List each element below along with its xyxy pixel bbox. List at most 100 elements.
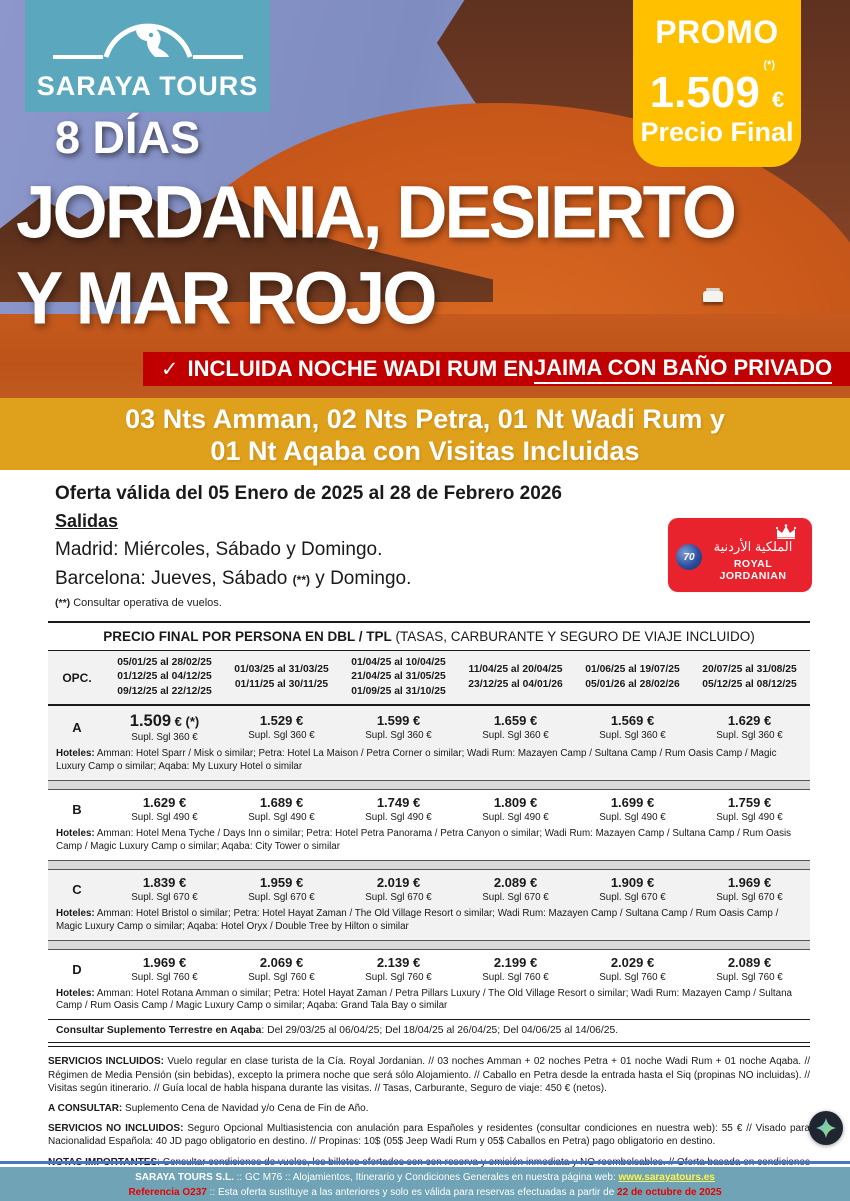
hero-banner: SARAYA TOURS PROMO (*) 1.509 € Precio Fi… [0, 0, 850, 398]
nights-line2: 01 Nt Aqaba con Visitas Incluidas [210, 436, 640, 466]
date-column-5: 01/06/25 al 19/07/25 05/01/26 al 28/02/2… [585, 664, 680, 690]
price-row-A: A 1.509 € (*) Supl. Sgl 360 € 1.529 € Sup… [48, 706, 810, 747]
table-rule [48, 1046, 810, 1048]
price-row-C: C 1.839 € Supl. Sgl 670 € 1.959 € Supl. Sg… [48, 870, 810, 907]
table-rule [48, 1042, 810, 1044]
servicios-no-incluidos: SERVICIOS NO INCLUIDOS: Seguro Opcional … [48, 1123, 810, 1148]
price-cell: 1.659 € Supl. Sgl 360 € [482, 713, 549, 742]
offer-details: Oferta válida del 05 Enero de 2025 al 28… [0, 470, 850, 609]
ribbon-text: INCLUIDA NOCHE WADI RUM EN [187, 356, 534, 381]
price-cell: 1.569 € Supl. Sgl 360 € [599, 713, 666, 742]
flight-footnote: (**) Consultar operativa de vuelos. [55, 597, 222, 609]
date-column-2: 01/03/25 al 31/03/25 01/11/25 al 30/11/2… [234, 664, 329, 690]
price-cell: 2.139 € Supl. Sgl 760 € [365, 954, 432, 983]
date-column-4: 11/04/25 al 20/04/25 23/12/25 al 04/01/2… [468, 664, 563, 690]
crown-icon [775, 524, 797, 539]
price-cell: 2.019 € Supl. Sgl 670 € [365, 874, 432, 903]
price-cell: 2.029 € Supl. Sgl 760 € [599, 954, 666, 983]
price-group-D: D 1.969 € Supl. Sgl 760 € 2.069 € Supl. Sg… [48, 950, 810, 1020]
promo-label: PROMO [655, 14, 779, 50]
check-icon: ✓ [160, 357, 179, 381]
price-cell: 1.959 € Supl. Sgl 670 € [248, 874, 315, 903]
promo-price: 1.509 € [649, 68, 785, 117]
brand-name: SARAYA TOURS [36, 71, 259, 101]
opc-C: C [72, 881, 82, 897]
a-consultar: A CONSULTAR: Suplemento Cena de Navidad … [48, 1102, 369, 1114]
footer-line1: SARAYA TOURS S.L. :: GC M76 :: Alojamien… [135, 1172, 715, 1183]
opc-D: D [72, 961, 82, 977]
price-cell: 1.629 € Supl. Sgl 490 € [131, 795, 198, 823]
price-cell: 1.839 € Supl. Sgl 670 € [131, 874, 198, 903]
opc-B: B [72, 802, 82, 817]
price-cell: 1.699 € Supl. Sgl 490 € [599, 795, 666, 823]
price-cell: 1.809 € Supl. Sgl 490 € [482, 795, 549, 823]
airline-name: ROYAL JORDANIAN [719, 558, 787, 582]
brand-logo-box: SARAYA TOURS [25, 0, 270, 112]
price-row-B: B 1.629 € Supl. Sgl 490 € 1.689 € Supl. Sg… [48, 790, 810, 827]
airline-anniversary-badge: 70 [676, 544, 702, 570]
included-night-ribbon: ✓ INCLUIDA NOCHE WADI RUM EN JAIMA CON B… [143, 352, 850, 386]
hotels-D: Hoteles: Amman: Hotel Rotana Amman o sim… [56, 987, 792, 1012]
date-column-3: 01/04/25 al 10/04/25 21/04/25 al 31/05/2… [351, 657, 446, 697]
price-table-title: PRECIO FINAL POR PERSONA EN DBL / TPL (T… [48, 621, 810, 651]
promo-price-box: PROMO (*) 1.509 € Precio Final [633, 0, 801, 167]
price-group-A: A 1.509 € (*) Supl. Sgl 360 € 1.529 € Sup… [48, 706, 810, 781]
offer-validity: Oferta válida del 05 Enero de 2025 al 28… [55, 483, 562, 504]
departure-barcelona: Barcelona: Jueves, Sábado (**) y Domingo… [55, 568, 412, 589]
valid-from-date: 22 de octubre de 2025 [617, 1187, 722, 1198]
price-cell: 1.909 € Supl. Sgl 670 € [599, 874, 666, 903]
price-cell: 1.749 € Supl. Sgl 490 € [365, 795, 432, 823]
trip-duration: 8 DÍAS [55, 112, 201, 163]
price-cell: 1.689 € Supl. Sgl 490 € [248, 795, 315, 823]
footer-divider [0, 1161, 850, 1164]
promo-sublabel: Precio Final [640, 117, 794, 147]
star-icon [816, 1118, 836, 1138]
falcon-arc-icon [52, 23, 243, 59]
price-cell: 1.629 € Supl. Sgl 360 € [716, 713, 783, 742]
destination-title-line2: Y MAR ROJO [16, 258, 437, 341]
price-cell: 1.759 € Supl. Sgl 490 € [716, 795, 783, 823]
price-cell: 2.069 € Supl. Sgl 760 € [248, 954, 315, 983]
hotels-C: Hoteles: Amman: Hotel Bristol o similar;… [56, 907, 779, 932]
price-cell: 1.969 € Supl. Sgl 760 € [131, 954, 198, 983]
table-rule [48, 1019, 810, 1021]
destination-title-line1: JORDANIA, DESIERTO [16, 172, 737, 255]
price-cell: 1.969 € Supl. Sgl 670 € [716, 874, 783, 903]
group-separator [48, 780, 810, 791]
price-cell: 1.529 € Supl. Sgl 360 € [248, 713, 315, 742]
hotels-B: Hoteles: Amman: Hotel Mena Tyche / Days … [56, 827, 792, 852]
price-cell: 2.089 € Supl. Sgl 670 € [482, 874, 549, 903]
reference-code: Referencia O237 [128, 1187, 207, 1198]
nights-line1: 03 Nts Amman, 02 Nts Petra, 01 Nt Wadi R… [125, 404, 725, 434]
departures-heading: Salidas [55, 511, 119, 531]
nights-summary-band: 03 Nts Amman, 02 Nts Petra, 01 Nt Wadi R… [0, 398, 850, 470]
price-cell: 1.509 € (*) Supl. Sgl 360 € [129, 712, 200, 744]
aqaba-supplement-note: Consultar Suplemento Terrestre en Aqaba:… [56, 1025, 619, 1037]
price-table-header-row: OPC. 05/01/25 al 28/02/25 01/12/25 al 04… [48, 651, 810, 707]
floating-widget-button[interactable] [809, 1111, 843, 1145]
airline-arabic-name: الملكية الأردنية [713, 539, 793, 554]
jeep-photo [703, 288, 723, 302]
opc-column-header: OPC. [62, 670, 92, 685]
royal-jordanian-logo: 70 الملكية الأردنية ROYAL JORDANIAN [668, 518, 812, 592]
price-group-B: B 1.629 € Supl. Sgl 490 € 1.689 € Supl. Sg… [48, 790, 810, 860]
website-link[interactable]: www.sarayatours.es [618, 1172, 715, 1183]
group-separator [48, 859, 810, 870]
footer-line2: Referencia O237 :: Esta oferta sustituye… [128, 1187, 722, 1198]
date-column-1: 05/01/25 al 28/02/25 01/12/25 al 04/12/2… [117, 657, 212, 697]
promo-asterisk: (*) [763, 59, 775, 71]
hotels-A: Hoteles: Amman: Hotel Sparr / Misk o sim… [56, 748, 777, 773]
price-table: PRECIO FINAL POR PERSONA EN DBL / TPL (T… [48, 621, 810, 1048]
footer: SARAYA TOURS S.L. :: GC M76 :: Alojamien… [0, 1167, 850, 1201]
ribbon-text-underlined: JAIMA CON BAÑO PRIVADO [533, 355, 833, 384]
date-column-6: 20/07/25 al 31/08/25 05/12/25 al 08/12/2… [702, 664, 797, 690]
price-cell: 2.089 € Supl. Sgl 760 € [716, 954, 783, 983]
group-separator [48, 939, 810, 950]
offer-content: Oferta válida del 05 Enero de 2025 al 28… [0, 470, 850, 1195]
price-row-D: D 1.969 € Supl. Sgl 760 € 2.069 € Supl. Sg… [48, 950, 810, 987]
price-cell: 2.199 € Supl. Sgl 760 € [482, 954, 549, 983]
price-cell: 1.599 € Supl. Sgl 360 € [365, 713, 432, 742]
departure-madrid: Madrid: Miércoles, Sábado y Domingo. [55, 539, 383, 560]
price-group-C: C 1.839 € Supl. Sgl 670 € 1.959 € Supl. Sg… [48, 869, 810, 940]
